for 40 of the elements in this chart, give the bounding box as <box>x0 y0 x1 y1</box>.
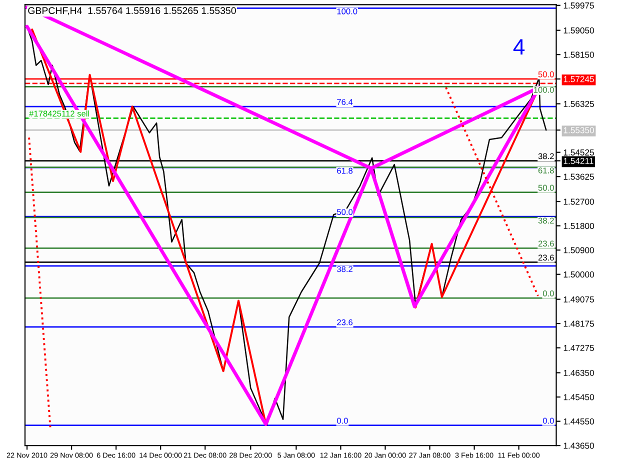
annotation: 38.2 <box>336 266 352 272</box>
annotation: 0.0 <box>542 418 554 424</box>
y-tick-label: 1.59975 <box>564 2 594 9</box>
annotation: 23.6 <box>538 240 554 247</box>
annotation: 50.0 <box>337 209 353 215</box>
annotation: 100.0 <box>337 8 358 14</box>
annotation: 76.4 <box>337 99 353 105</box>
y-tick-label: 1.54211 <box>564 158 594 164</box>
y-tick-label: 1.45450 <box>564 394 594 400</box>
y-tick-label: 1.43650 <box>564 442 594 449</box>
y-tick-label: 1.46350 <box>564 370 594 376</box>
y-tick-label: 1.44550 <box>564 418 594 424</box>
y-tick-label: 1.59050 <box>564 27 594 34</box>
y-tick-label: 1.52700 <box>564 198 594 205</box>
annotation: 4 <box>513 39 525 55</box>
chart-title: GBPCHF,H4 1.55764 1.55916 1.55265 1.55350 <box>28 7 236 16</box>
annotation: 50.0 <box>538 71 554 78</box>
y-tick-label: 1.50900 <box>564 247 594 254</box>
y-tick-label: 1.55350 <box>564 127 594 134</box>
y-tick-label: 1.53625 <box>564 174 594 180</box>
y-tick-label: 1.56325 <box>564 100 594 107</box>
annotation: 100.0 <box>534 86 554 93</box>
annotation: 0.0 <box>542 290 554 296</box>
annotation: 38.2 <box>538 153 554 160</box>
annotation: 61.8 <box>337 168 353 174</box>
y-tick-label: 1.47275 <box>564 344 594 352</box>
annotation: #178425112 sell <box>29 110 90 117</box>
y-tick-label: 1.51800 <box>564 222 594 229</box>
y-tick-label: 1.49075 <box>564 296 594 302</box>
y-tick-label: 1.48175 <box>564 320 594 327</box>
annotation: 0.0 <box>336 418 348 424</box>
y-tick-label: 1.54525 <box>564 149 594 156</box>
y-tick-label: 1.58150 <box>564 52 594 58</box>
y-tick-label: 1.57245 <box>564 76 594 82</box>
annotation: 23.6 <box>337 319 353 326</box>
annotation: 50.0 <box>538 184 554 191</box>
annotation: 23.6 <box>538 254 554 261</box>
y-tick-label: 1.50000 <box>564 271 594 278</box>
annotation: 38.2 <box>538 218 554 224</box>
annotation: 61.8 <box>538 168 554 174</box>
